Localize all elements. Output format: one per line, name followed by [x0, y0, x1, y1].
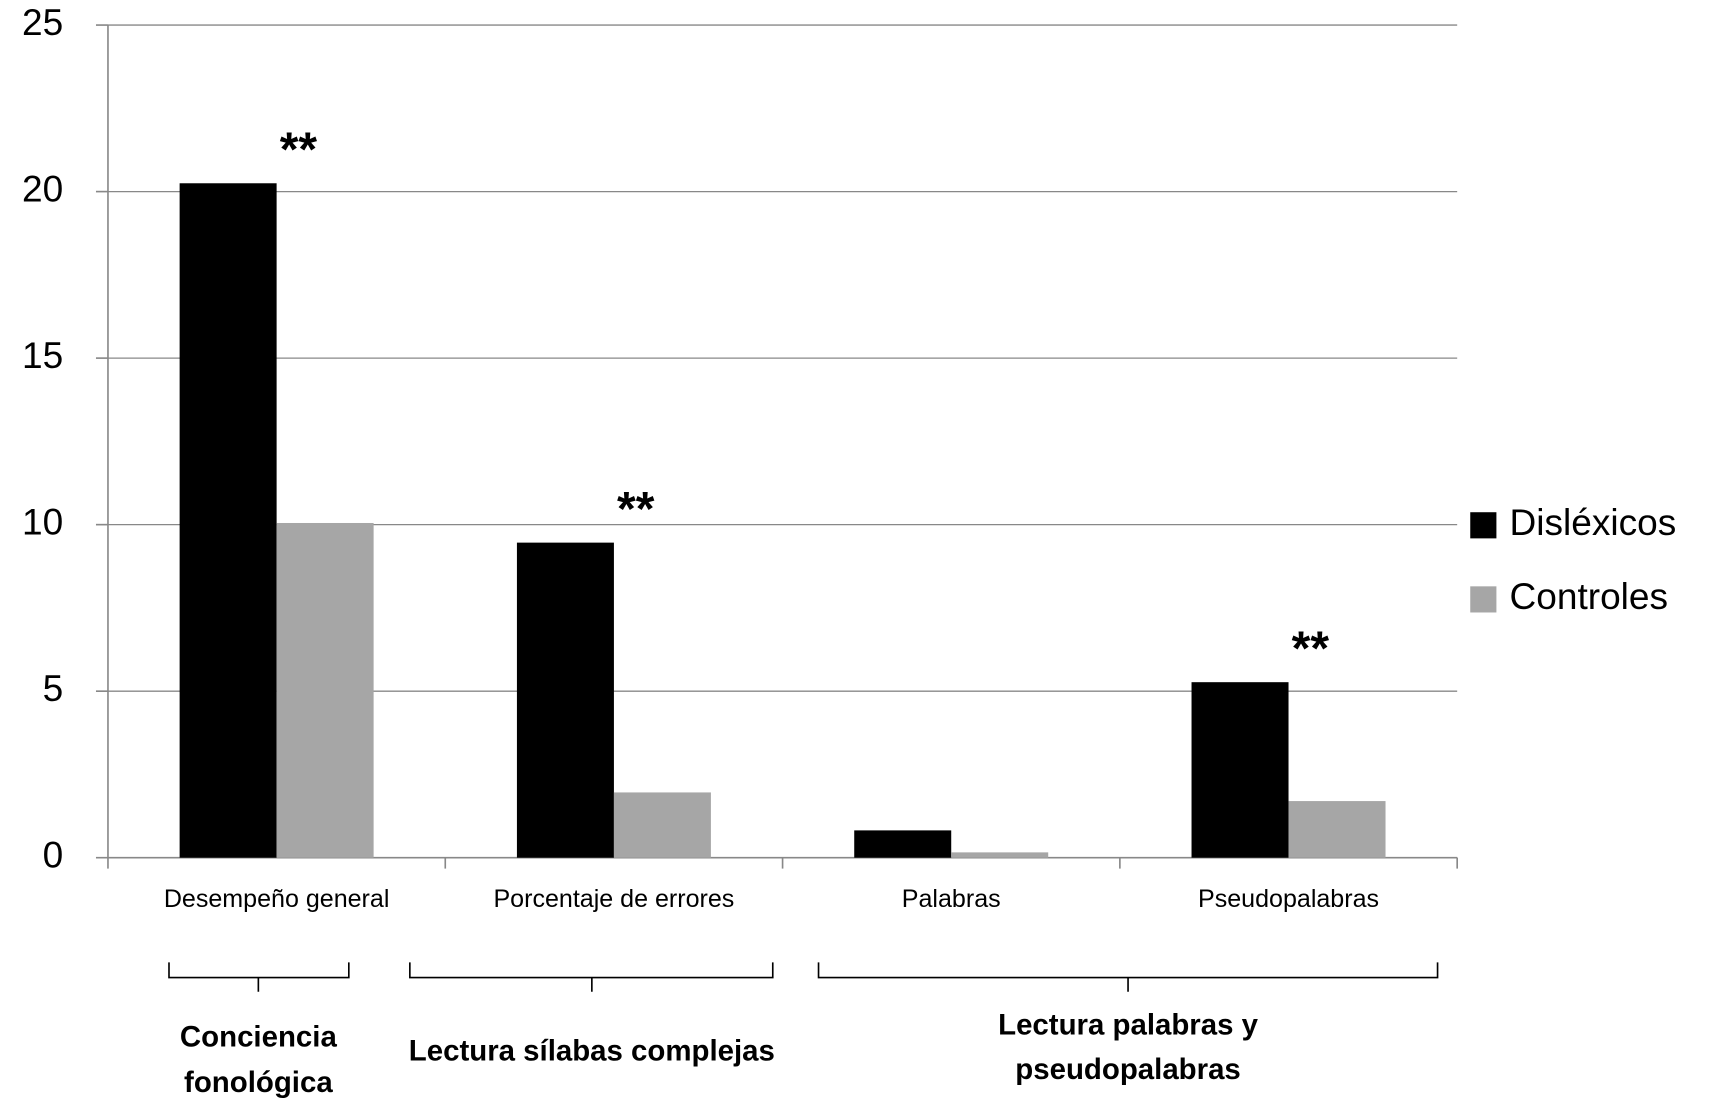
legend-label: Controles [1509, 575, 1668, 617]
bar [613, 792, 711, 858]
bar [516, 542, 614, 858]
bar [854, 830, 952, 858]
legend-swatch [1470, 512, 1497, 539]
y-tick-label: 5 [43, 667, 64, 709]
group-brace [168, 962, 350, 992]
annotation: ** [1292, 622, 1330, 675]
y-tick-label: 10 [22, 500, 63, 542]
x-tick-label: Palabras [902, 885, 1001, 913]
bar [276, 522, 374, 858]
annotation: ** [280, 123, 318, 176]
group-brace [409, 962, 774, 992]
bar [179, 183, 277, 858]
group-label: Conciencia [180, 1020, 338, 1053]
y-tick-label: 0 [43, 833, 64, 875]
bar [951, 852, 1049, 858]
y-tick-label: 20 [22, 167, 63, 209]
group-label: pseudopalabras [1015, 1053, 1241, 1086]
annotation: ** [617, 483, 655, 536]
legend-swatch [1470, 586, 1497, 613]
bar [1288, 801, 1386, 858]
y-tick-label: 15 [22, 334, 63, 376]
group-label: Lectura sílabas complejas [409, 1035, 775, 1068]
bar [1191, 682, 1289, 858]
y-tick-label: 25 [22, 1, 63, 43]
x-tick-label: Porcentaje de errores [493, 885, 734, 913]
x-tick-label: Pseudopalabras [1198, 885, 1379, 913]
group-brace [817, 962, 1439, 992]
group-label: fonológica [184, 1066, 333, 1099]
x-tick-label: Desempeño general [164, 885, 390, 913]
group-label: Lectura palabras y [998, 1008, 1259, 1041]
legend-label: Disléxicos [1509, 501, 1676, 543]
